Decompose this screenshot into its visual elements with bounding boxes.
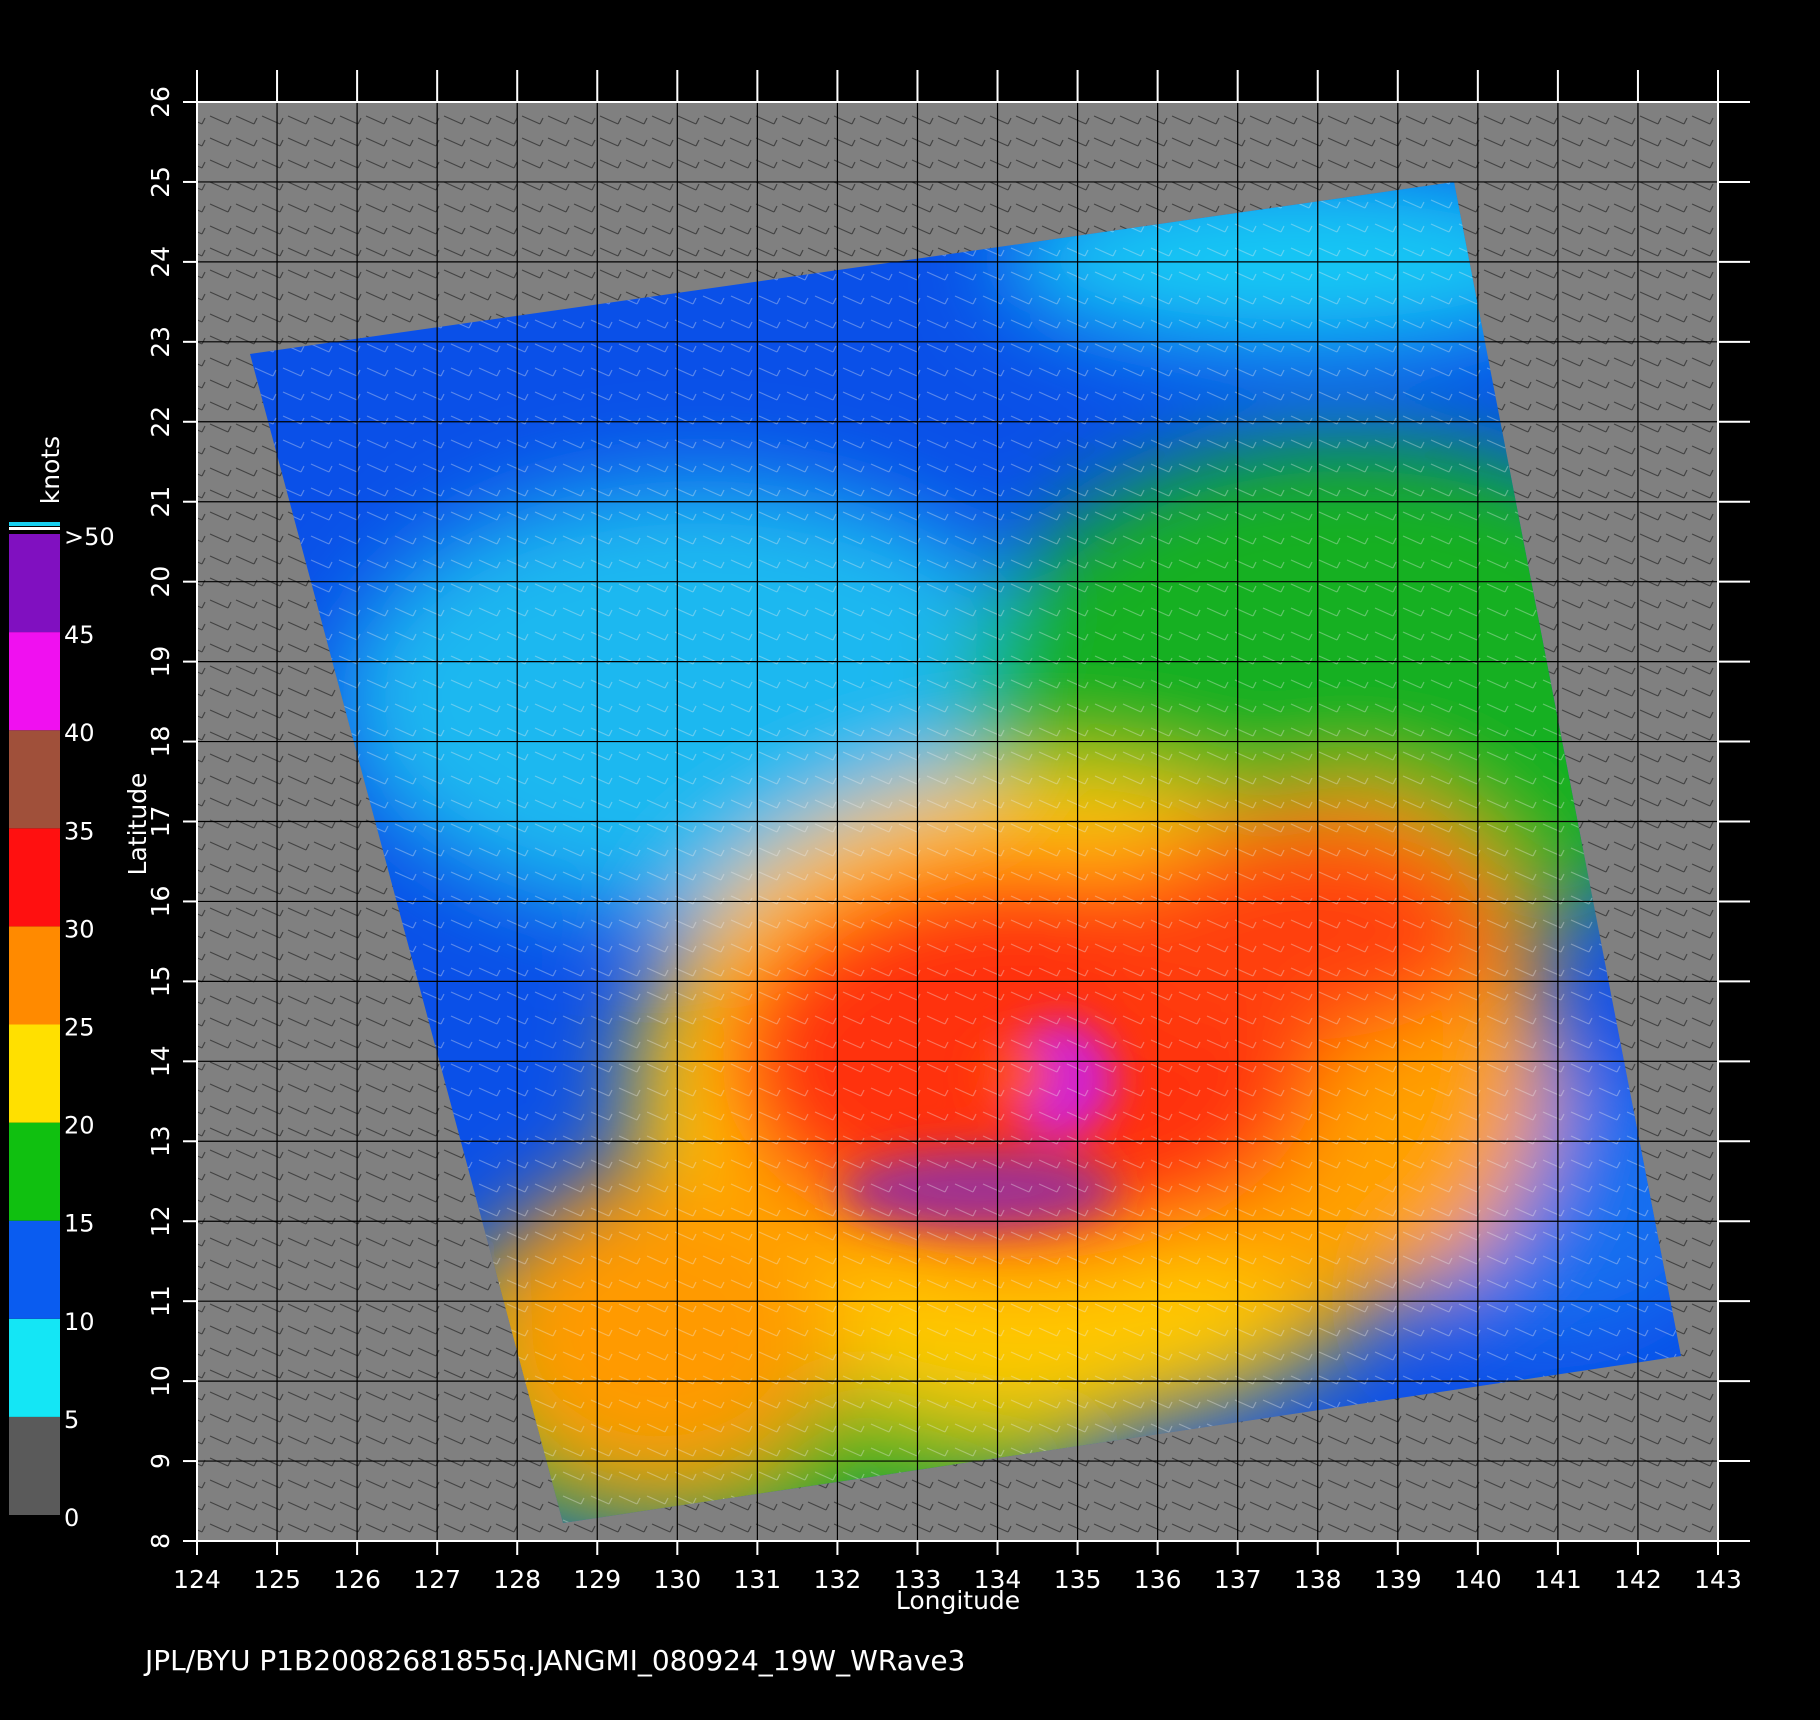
- x-tick-label: 142: [1614, 1565, 1662, 1594]
- y-tick-label: 8: [146, 1533, 175, 1549]
- x-tick-label: 132: [814, 1565, 862, 1594]
- x-tick-label: 127: [413, 1565, 461, 1594]
- x-tick-label: 138: [1294, 1565, 1342, 1594]
- colorbar-band: [9, 1122, 60, 1221]
- y-tick-label: 16: [146, 886, 175, 918]
- colorbar-label: 40: [64, 719, 95, 747]
- x-tick-label: 128: [493, 1565, 541, 1594]
- x-axis-label: Longitude: [896, 1586, 1020, 1615]
- y-tick-label: 17: [146, 806, 175, 838]
- x-tick-label: 136: [1134, 1565, 1182, 1594]
- colorbar-band: [9, 828, 60, 927]
- y-tick-label: 13: [146, 1125, 175, 1157]
- y-tick-label: 25: [146, 166, 175, 198]
- footer: JPL/BYU P1B20082681855q.JANGMI_080924_19…: [143, 1644, 965, 1677]
- colorbar-band: [9, 1416, 60, 1515]
- x-tick-label: 137: [1214, 1565, 1262, 1594]
- y-tick-label: 26: [146, 86, 175, 118]
- y-axis-label: Latitude: [123, 773, 152, 876]
- y-tick-label: 9: [146, 1453, 175, 1469]
- x-tick-label: 130: [653, 1565, 701, 1594]
- colorbar-label: 30: [64, 915, 95, 943]
- y-tick-label: 20: [146, 566, 175, 598]
- y-tick-label: 14: [146, 1045, 175, 1077]
- y-tick-label: 24: [146, 246, 175, 278]
- x-tick-label: 140: [1454, 1565, 1502, 1594]
- x-tick-label: 139: [1374, 1565, 1422, 1594]
- colorbar-band: [9, 730, 60, 829]
- colorbar-band: [9, 926, 60, 1025]
- x-tick-label: 133: [894, 1565, 942, 1594]
- y-tick-label: 12: [146, 1205, 175, 1237]
- y-tick-label: 10: [146, 1365, 175, 1397]
- x-tick-label: 134: [974, 1565, 1022, 1594]
- colorbar-band: [9, 1318, 60, 1417]
- colorbar-band: [9, 534, 60, 633]
- y-tick-label: 19: [146, 646, 175, 678]
- x-tick-label: 135: [1054, 1565, 1102, 1594]
- x-tick-label: 129: [573, 1565, 621, 1594]
- colorbar-label: 5: [64, 1406, 79, 1434]
- y-tick-label: 21: [146, 486, 175, 518]
- x-tick-label: 124: [173, 1565, 221, 1594]
- colorbar-label: 0: [64, 1504, 79, 1532]
- colorbar-cap: [9, 527, 60, 530]
- y-tick-label: 23: [146, 326, 175, 358]
- x-tick-label: 126: [333, 1565, 381, 1594]
- colorbar-band: [9, 1220, 60, 1319]
- x-tick-label: 141: [1534, 1565, 1582, 1594]
- y-tick-label: 18: [146, 726, 175, 758]
- colorbar-label: 20: [64, 1112, 95, 1140]
- colorbar-band: [9, 1024, 60, 1123]
- colorbar-label: 35: [64, 817, 95, 845]
- colorbar-label: 45: [64, 621, 95, 649]
- colorbar-band: [9, 632, 60, 731]
- colorbar-title: knots: [36, 436, 65, 504]
- y-tick-label: 15: [146, 965, 175, 997]
- x-tick-label: 131: [734, 1565, 782, 1594]
- colorbar-label: 10: [64, 1308, 95, 1336]
- colorbar-cap: [9, 522, 60, 526]
- x-tick-label: 125: [253, 1565, 301, 1594]
- colorbar-label: >50: [64, 523, 115, 551]
- colorbar-label: 15: [64, 1210, 95, 1238]
- y-tick-label: 11: [146, 1285, 175, 1317]
- x-tick-label: 143: [1694, 1565, 1742, 1594]
- y-tick-label: 22: [146, 406, 175, 438]
- plot-frame: [196, 101, 1719, 1542]
- colorbar-label: 25: [64, 1014, 95, 1042]
